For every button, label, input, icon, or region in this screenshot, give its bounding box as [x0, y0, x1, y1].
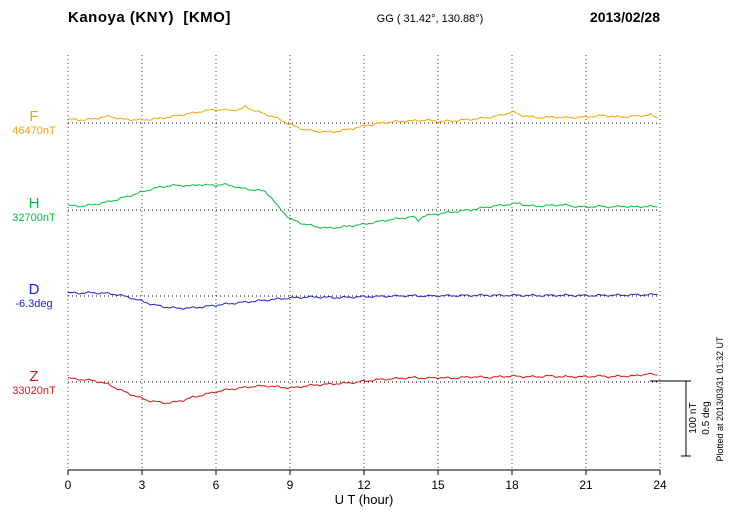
- channel-H-letter: H: [28, 195, 40, 212]
- channel-Z-letter: Z: [29, 368, 39, 385]
- plotted-at-note: Plotted at 2013/03/31 01:32 UT: [715, 336, 725, 462]
- plot-date: 2013/02/28: [589, 9, 660, 25]
- channel-F-baseline-value: 46470nT: [12, 125, 56, 137]
- channel-D-label: D -6.3deg: [4, 281, 64, 311]
- series-line-D: [67, 291, 658, 310]
- series-line-H: [68, 183, 658, 229]
- x-tick-label: 15: [431, 478, 445, 492]
- channel-D-baseline-value: -6.3deg: [15, 298, 53, 310]
- x-tick-label: 21: [579, 478, 593, 492]
- scale-bar-label: 100 nT 0.5 deg: [687, 363, 715, 473]
- x-tick-label: 6: [213, 478, 220, 492]
- channel-Z-baseline-value: 33020nT: [12, 385, 56, 397]
- channel-H-baseline-value: 32700nT: [12, 212, 56, 224]
- x-tick-label: 0: [65, 478, 72, 492]
- channel-D-letter: D: [28, 281, 40, 298]
- x-tick-label: 24: [653, 478, 667, 492]
- scale-bar-label-nt: 100 nT: [688, 402, 699, 434]
- geographic-coords: GG ( 31.42°, 130.88°): [376, 13, 484, 25]
- channel-H-label: H 32700nT: [4, 195, 64, 225]
- x-tick-label: 12: [357, 478, 371, 492]
- series-line-F: [67, 105, 658, 134]
- x-tick-label: 3: [139, 478, 146, 492]
- series-line-Z: [68, 372, 658, 405]
- x-tick-label: 9: [287, 478, 294, 492]
- x-axis-label: U T (hour): [334, 492, 394, 507]
- x-tick-label: 18: [505, 478, 519, 492]
- channel-F-letter: F: [29, 108, 39, 125]
- channel-F-label: F 46470nT: [4, 108, 64, 138]
- scale-bar-label-deg: 0.5 deg: [701, 401, 712, 435]
- channel-Z-label: Z 33020nT: [4, 368, 64, 398]
- station-title: Kanoya (KNY) [KMO]: [68, 9, 231, 26]
